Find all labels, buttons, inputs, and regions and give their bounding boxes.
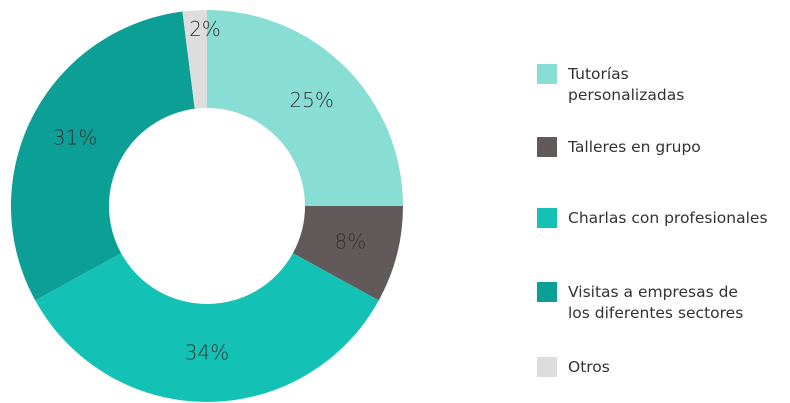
pie-slice (292, 206, 403, 301)
legend-label: Otros (568, 358, 610, 376)
legend-label: Charlas con profesionales (568, 209, 768, 227)
slice-label: 25% (289, 88, 333, 112)
legend-swatch (537, 357, 557, 377)
legend-label: Visitas a empresas de los diferentes sec… (568, 283, 744, 322)
legend-label: Tutorías personalizadas (568, 65, 685, 104)
pie-slice (182, 10, 207, 109)
legend-item: Tutorías personalizadas (537, 64, 718, 106)
legend-label: Talleres en grupo (568, 138, 701, 156)
legend-swatch (537, 137, 557, 157)
legend-item: Visitas a empresas de los diferentes sec… (537, 282, 758, 324)
slice-label: 31% (53, 125, 97, 149)
legend-item: Charlas con profesionales (537, 208, 790, 229)
slice-label: 8% (334, 229, 366, 253)
pie-slice (207, 10, 403, 206)
legend-item: Otros (537, 357, 790, 378)
pie-slice (35, 253, 379, 402)
legend-swatch (537, 208, 557, 228)
slice-label: 34% (185, 341, 229, 365)
legend-swatch (537, 282, 557, 302)
legend-item: Talleres en grupo (537, 137, 790, 158)
legend-swatch (537, 64, 557, 84)
slice-label: 2% (189, 17, 221, 41)
pie-slice (10, 11, 195, 301)
